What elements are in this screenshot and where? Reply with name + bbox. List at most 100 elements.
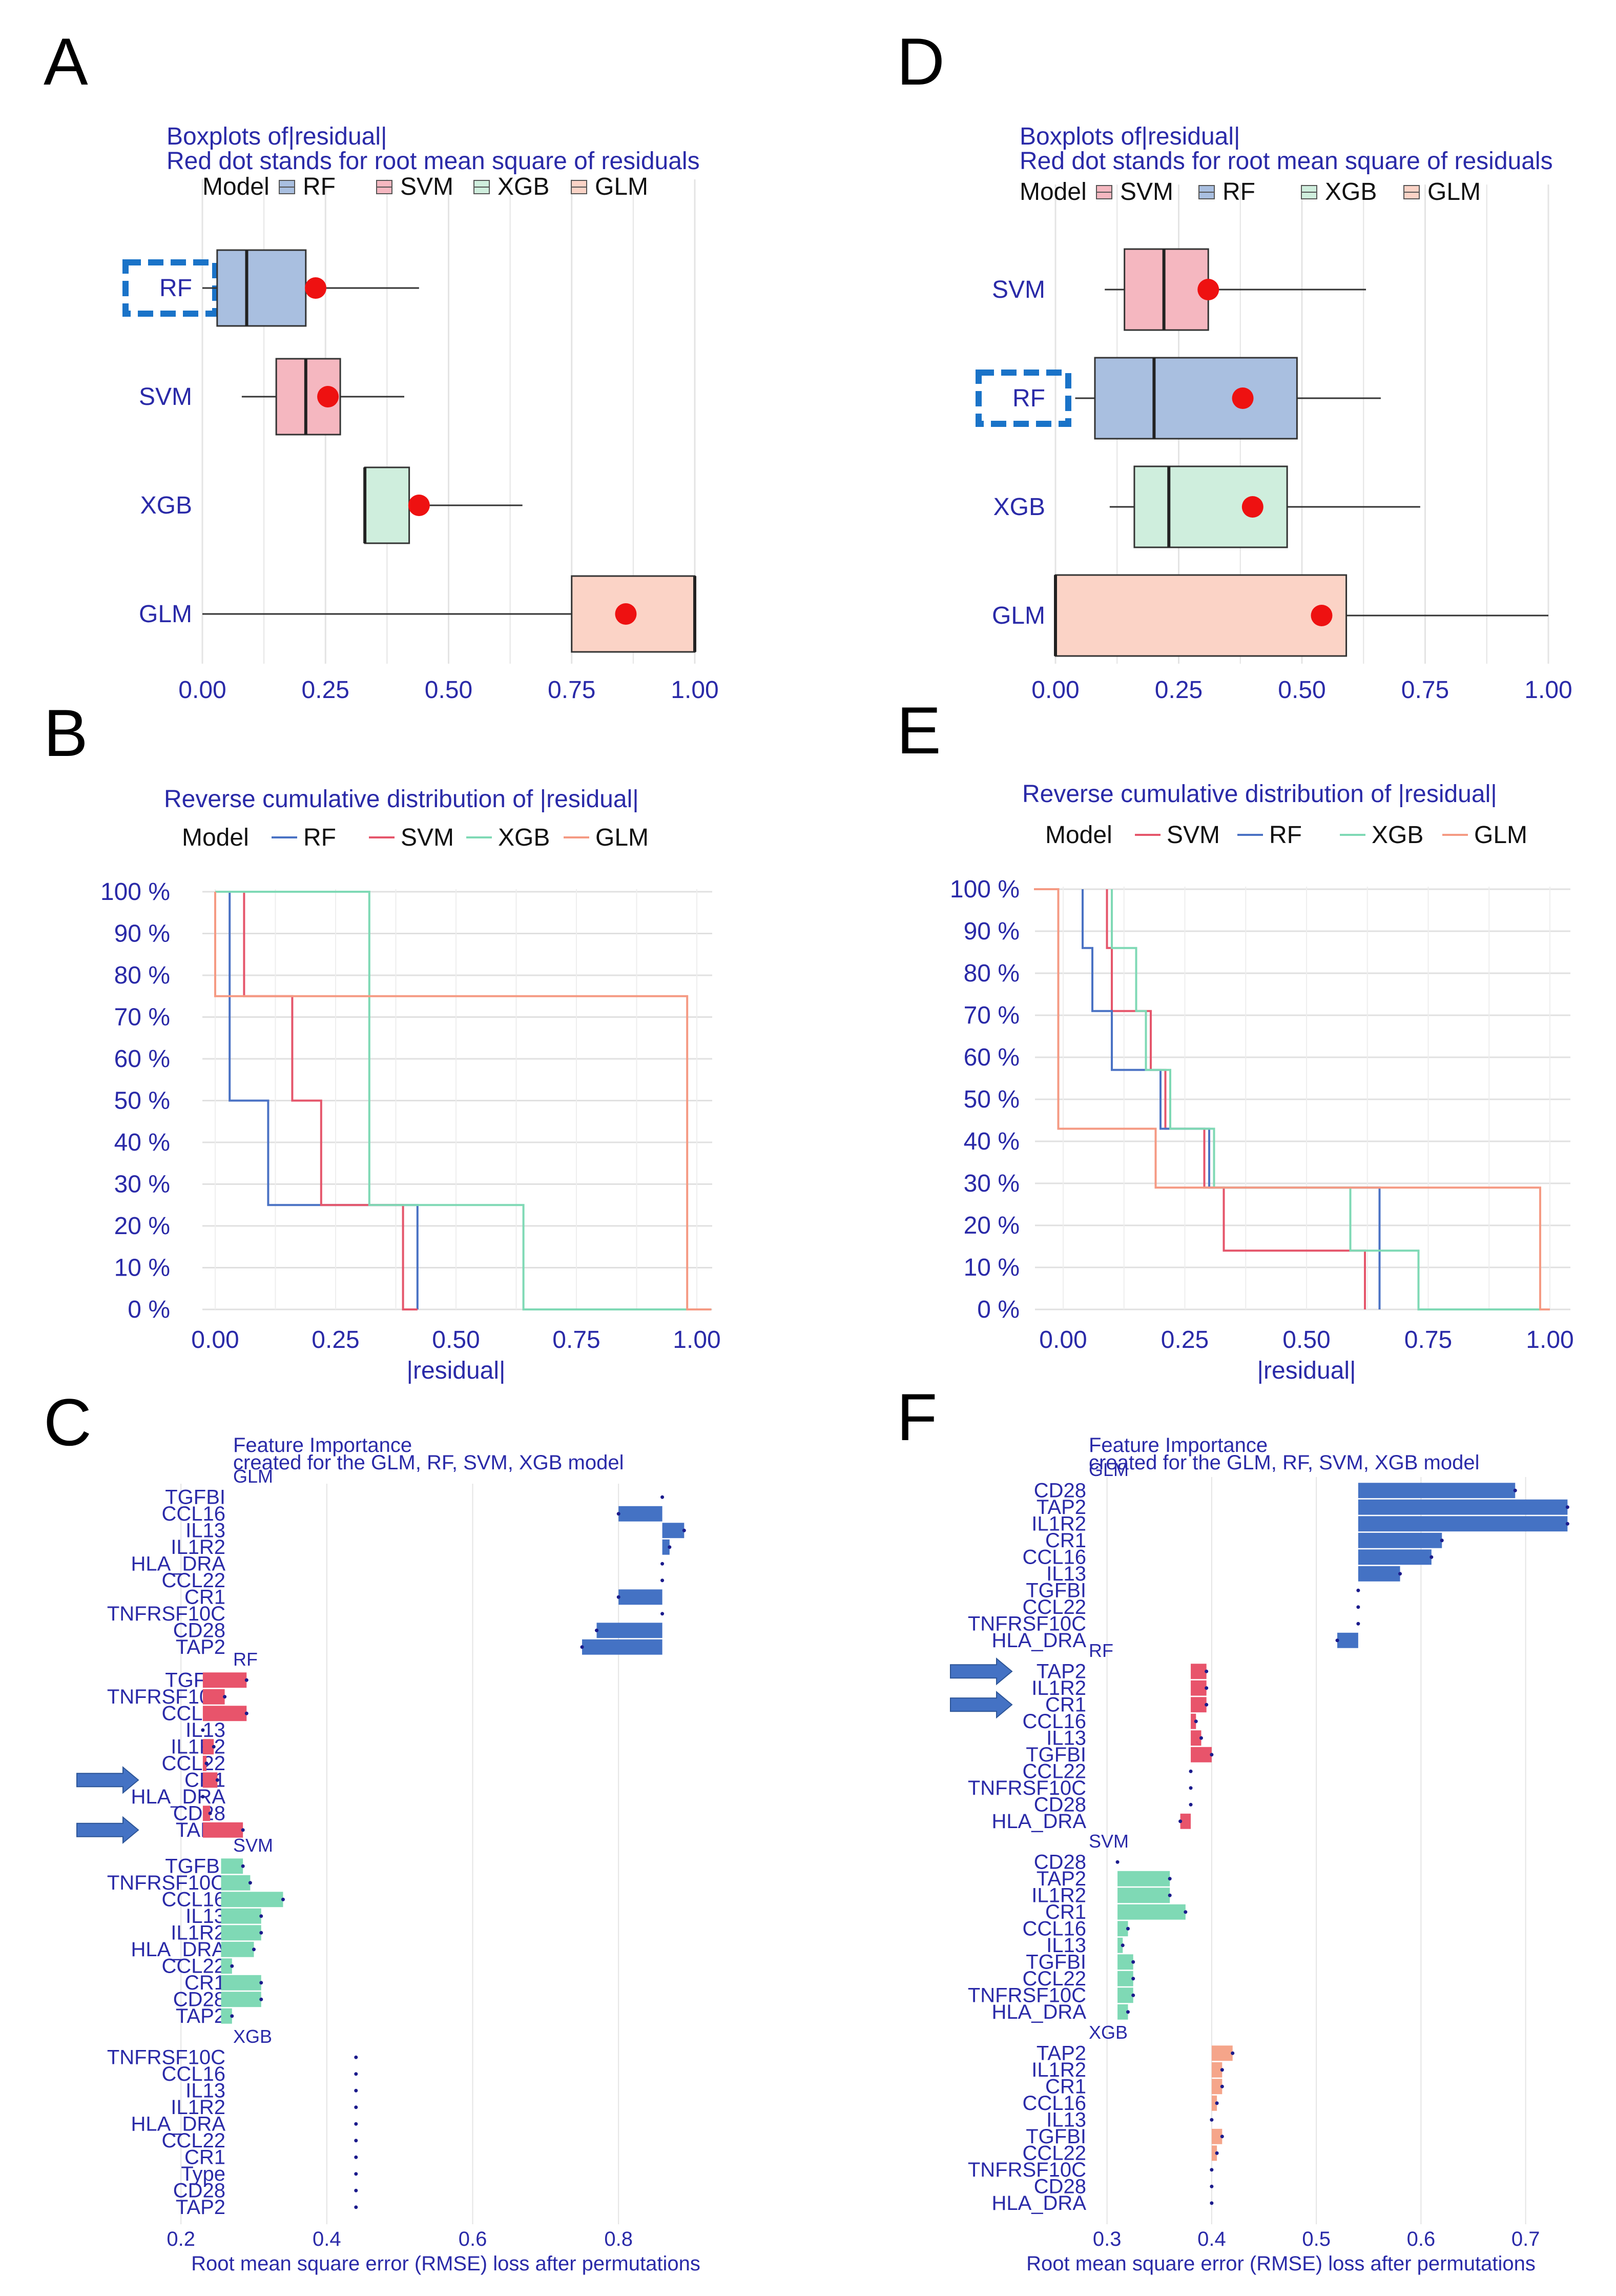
panel-c-feature-label: TNFRSF10C — [107, 2046, 225, 2068]
panel-c-bar-end-dot-xgb — [354, 2055, 358, 2059]
panel-f-bar-end-dot-xgb — [1210, 2201, 1214, 2205]
panel-b-x-tick: 0.50 — [432, 1326, 480, 1354]
panel-d-row-label-rf: RF — [1012, 385, 1045, 412]
panel-f-feature-label: CR1 — [1045, 1901, 1086, 1923]
panel-c-feature-label: CCL16 — [161, 2063, 225, 2085]
panel-f-feature-label: CR1 — [1045, 2075, 1086, 2098]
panel-c-x-tick: 0.2 — [167, 2228, 195, 2250]
panel-c-bar-rf — [202, 1689, 225, 1705]
panel-b-y-tick: 10 % — [114, 1255, 170, 1282]
panel-f-bar-svm — [1117, 1954, 1133, 1970]
panel-e-y-tick: 70 % — [964, 1002, 1020, 1029]
panel-c-bar-end-dot-xgb — [354, 2072, 358, 2076]
panel-c-bar-end-dot-svm — [248, 1881, 252, 1885]
panel-f-bar-svm — [1117, 2004, 1128, 2020]
panel-a-row-label-glm: GLM — [139, 601, 192, 628]
panel-f-bar-glm — [1358, 1566, 1400, 1582]
panel-b-series-xgb — [215, 891, 712, 1310]
panel-c-bar-end-dot-xgb — [354, 2155, 358, 2159]
panel-f-bar-end-dot-glm — [1565, 1505, 1569, 1509]
panel-e-y-tick: 90 % — [964, 918, 1020, 945]
panel-c-bar-end-dot-svm — [241, 1864, 245, 1868]
panel-letter-a: A — [44, 24, 88, 99]
panel-f-feature-label: CCL16 — [1022, 1710, 1086, 1733]
panel-f-bar-end-dot-svm — [1131, 1977, 1135, 1981]
panel-c-feature-label: TGFBI — [165, 1486, 225, 1508]
panel-c-feature-label: CD28 — [173, 1802, 225, 1824]
panel-c-bar-end-dot-svm — [281, 1897, 285, 1901]
panel-a-legend-label-xgb: XGB — [498, 173, 549, 200]
panel-f-bar-end-dot-glm — [1565, 1522, 1569, 1526]
panel-c-bar-end-dot-rf — [244, 1678, 248, 1682]
panel-c-bar-end-dot-xgb — [354, 2122, 358, 2126]
panel-f-bar-end-dot-xgb — [1215, 2101, 1219, 2105]
panel-c-title: Feature Importance — [233, 1434, 412, 1457]
panel-letter-f: F — [897, 1380, 937, 1454]
panel-c-bar-glm — [662, 1539, 670, 1555]
panel-a-x-tick: 0.50 — [425, 676, 472, 704]
panel-c-bar-end-dot-glm — [594, 1628, 598, 1632]
panel-c-x-label: Root mean square error (RMSE) loss after… — [191, 2252, 700, 2275]
panel-c-bar-svm — [221, 1875, 251, 1891]
panel-f-x-tick: 0.6 — [1407, 2228, 1436, 2250]
panel-b-title: Reverse cumulative distribution of |resi… — [164, 786, 639, 813]
panel-c-feature-label: TNFRSF10C — [107, 1872, 225, 1894]
panel-c-bar-glm — [662, 1523, 685, 1539]
panel-f-facet-label-glm: GLM — [1089, 1459, 1129, 1480]
panel-e-title: Reverse cumulative distribution of |resi… — [1022, 781, 1497, 808]
panel-d-row-label-glm: GLM — [992, 602, 1045, 629]
panel-c-bar-end-dot-rf — [244, 1711, 248, 1715]
panel-d-box-glm — [1054, 574, 1348, 657]
panel-d-legend-label-svm: SVM — [1120, 178, 1173, 206]
panel-b-y-tick: 40 % — [114, 1129, 170, 1156]
panel-d-x-tick: 0.00 — [1031, 676, 1079, 704]
panel-c-bar-end-dot-rf — [204, 1761, 209, 1766]
panel-e-step-chart: Reverse cumulative distribution of |resi… — [950, 781, 1574, 1384]
panel-b-y-tick: 80 % — [114, 962, 170, 989]
panel-a-rmse-dot-xgb — [408, 495, 430, 516]
panel-a-boxplot: Boxplots of|residual|Red dot stands for … — [122, 123, 719, 704]
panel-a-row-label-xgb: XGB — [140, 492, 192, 519]
panel-f-feature-label: CCL16 — [1022, 1546, 1086, 1568]
panel-c-feature-label: CD28 — [173, 1988, 225, 2011]
panel-f-bar-end-dot-glm — [1356, 1605, 1360, 1609]
panel-c-x-tick: 0.6 — [459, 2228, 487, 2250]
panel-c-bar-rf — [202, 1822, 243, 1838]
panel-f-bar-svm — [1117, 1888, 1170, 1903]
panel-f-bar-glm — [1358, 1483, 1516, 1499]
panel-f-bar-xgb — [1211, 2095, 1217, 2111]
panel-f-feature-label: TGFBI — [1026, 1579, 1086, 1602]
panel-c-feature-label: TNFRSF10C — [107, 1603, 225, 1625]
panel-f-feature-label: HLA_DRA — [991, 1810, 1086, 1833]
panel-c-bar-rf — [202, 1755, 206, 1771]
panel-f-feature-label: CCL22 — [1022, 2142, 1086, 2164]
panel-f-bar-end-dot-rf — [1205, 1686, 1209, 1690]
panel-a-rmse-dot-glm — [615, 603, 637, 625]
panel-f-bar-end-dot-rf — [1210, 1753, 1214, 1757]
panel-d-rmse-dot-xgb — [1241, 496, 1263, 518]
panel-f-feature-label: IL13 — [1046, 1934, 1086, 1957]
panel-a-x-tick: 0.00 — [178, 676, 226, 704]
panel-c-feature-label: TAP2 — [176, 2196, 225, 2219]
panel-f-bar-end-dot-rf — [1189, 1802, 1193, 1807]
panel-c-bar-end-dot-xgb — [354, 2139, 358, 2143]
panel-e-x-tick: 0.50 — [1282, 1326, 1330, 1354]
panel-b-x-tick: 0.00 — [191, 1326, 239, 1354]
panel-f-feature-label: TGFBI — [1026, 2125, 1086, 2148]
panel-b-legend-label-xgb: XGB — [498, 824, 550, 851]
panel-f-bar-end-dot-xgb — [1210, 2184, 1214, 2188]
panel-f-bar-end-dot-rf — [1189, 1769, 1193, 1773]
panel-c-feature-label: CCL16 — [161, 1503, 225, 1525]
panel-f-bar-xgb — [1211, 2045, 1233, 2061]
panel-d-x-tick: 1.00 — [1524, 676, 1572, 704]
panel-f-feature-label: TNFRSF10C — [968, 1777, 1086, 1799]
panel-d-title: Boxplots of|residual| — [1020, 123, 1240, 150]
panel-e-legend-label-rf: RF — [1269, 822, 1302, 849]
panel-a-subtitle: Red dot stands for root mean square of r… — [167, 148, 700, 175]
panel-f-feature-label: TGFBI — [1026, 1951, 1086, 1973]
panel-c-feature-label: CR1 — [184, 2146, 225, 2168]
panel-f-bar-svm — [1117, 1871, 1170, 1887]
panel-f-feature-label: CCL22 — [1022, 1596, 1086, 1618]
panel-c-feature-label: CCL22 — [161, 1752, 225, 1775]
